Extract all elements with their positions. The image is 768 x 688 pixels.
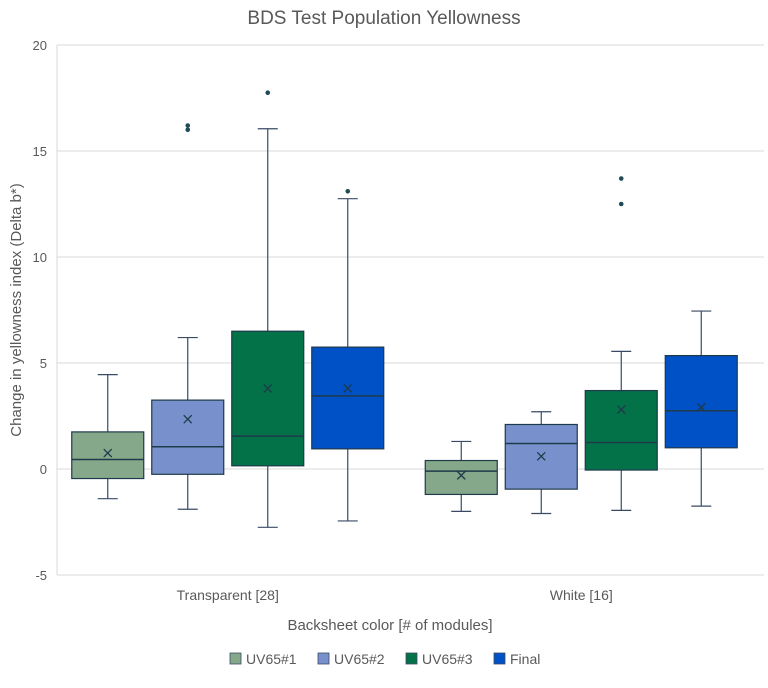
legend-item: UV65#3 [405,651,473,667]
mean-marker [343,383,353,393]
mean-marker [183,414,193,424]
x-axis-label: Backsheet color [# of modules] [287,617,492,634]
outlier-point [185,127,191,133]
x-tick-label: White [16] [550,587,613,603]
x-tick-label: Transparent [28] [177,587,279,603]
outlier-point [265,90,271,95]
y-tick-label: 5 [40,356,47,371]
legend-label: Final [510,651,540,667]
box-uv652-0 [151,123,225,510]
y-tick-label: 15 [33,144,47,159]
box-uv653-1 [584,176,658,511]
y-axis-label: Change in yellowness index (Delta b*) [8,183,25,436]
box-uv653-0 [231,90,305,528]
mean-marker [103,448,113,458]
legend-item: Final [493,651,540,667]
box-final-0 [311,188,385,522]
outlier-point [185,123,191,128]
box-uv651-1 [424,440,498,512]
legend-item: UV65#1 [229,651,297,667]
box-iqr [71,431,145,480]
legend: UV65#1 UV65#2 UV65#3 Final [229,651,540,667]
box-iqr [311,346,385,450]
legend-swatch [229,652,242,665]
mean-marker [696,403,706,412]
chart-title: BDS Test Population Yellowness [247,8,520,29]
y-axis-ticks: -5 0 5 10 15 20 [33,38,47,583]
box-uv652-1 [504,411,578,515]
y-tick-label: -5 [35,568,47,583]
mean-marker [456,470,466,480]
legend-label: UV65#2 [334,651,385,667]
legend-item: UV65#2 [317,651,385,667]
outlier-point [618,176,624,181]
box-uv651-0 [71,374,145,500]
box-iqr [664,354,738,449]
y-tick-label: 20 [33,38,47,53]
boxes [71,90,738,528]
box-iqr [584,389,658,471]
mean-marker [536,451,546,461]
mean-marker [616,405,626,415]
legend-label: UV65#3 [422,651,473,667]
legend-swatch [317,652,330,665]
y-tick-label: 10 [33,250,47,265]
legend-swatch [405,652,418,665]
y-tick-label: 0 [40,462,47,477]
x-axis-ticks: Transparent [28] White [16] [177,587,613,603]
box-iqr [424,459,498,496]
legend-label: UV65#1 [246,651,297,667]
box-iqr [231,330,305,467]
legend-swatch [493,652,506,665]
outlier-point [618,201,624,207]
box-final-1 [664,310,738,507]
outlier-point [345,188,351,194]
gridlines [56,44,764,576]
box-iqr [151,399,225,475]
mean-marker [263,383,273,393]
